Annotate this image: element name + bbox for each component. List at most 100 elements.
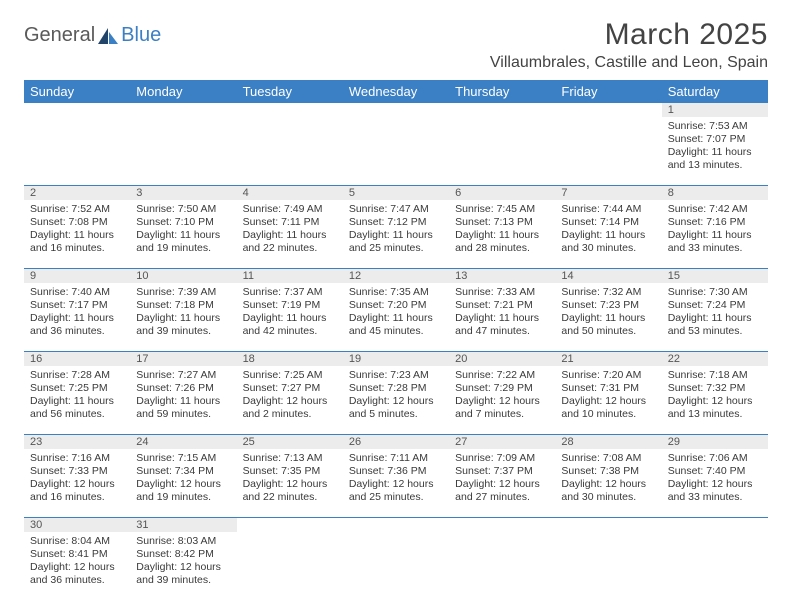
day-number: 2: [24, 186, 130, 200]
daylight-text: Daylight: 12 hours and 13 minutes.: [668, 395, 762, 421]
sunrise-text: Sunrise: 7:13 AM: [243, 452, 337, 465]
day-number: 6: [449, 186, 555, 200]
day-cell: Sunrise: 7:18 AMSunset: 7:32 PMDaylight:…: [662, 366, 768, 434]
day-cell: Sunrise: 7:44 AMSunset: 7:14 PMDaylight:…: [555, 200, 661, 268]
sunset-text: Sunset: 7:26 PM: [136, 382, 230, 395]
sunset-text: Sunset: 7:38 PM: [561, 465, 655, 478]
empty-cell: [343, 117, 449, 185]
weeks-container: 1Sunrise: 7:53 AMSunset: 7:07 PMDaylight…: [24, 103, 768, 600]
day-number: 23: [24, 435, 130, 449]
day-cell: Sunrise: 7:08 AMSunset: 7:38 PMDaylight:…: [555, 449, 661, 517]
day-header: Thursday: [449, 80, 555, 103]
empty-cell: [130, 117, 236, 185]
empty-cell: [237, 532, 343, 600]
sunset-text: Sunset: 7:36 PM: [349, 465, 443, 478]
empty-cell: [555, 117, 661, 185]
sunset-text: Sunset: 7:35 PM: [243, 465, 337, 478]
day-number: [237, 518, 343, 532]
day-number-row: 9101112131415: [24, 269, 768, 283]
daylight-text: Daylight: 11 hours and 47 minutes.: [455, 312, 549, 338]
daylight-text: Daylight: 12 hours and 27 minutes.: [455, 478, 549, 504]
day-number: 20: [449, 352, 555, 366]
sunrise-text: Sunrise: 7:28 AM: [30, 369, 124, 382]
day-number: 29: [662, 435, 768, 449]
month-title: March 2025: [490, 18, 768, 52]
day-number: [130, 103, 236, 117]
sunrise-text: Sunrise: 7:45 AM: [455, 203, 549, 216]
sunrise-text: Sunrise: 7:39 AM: [136, 286, 230, 299]
empty-cell: [555, 532, 661, 600]
daylight-text: Daylight: 12 hours and 19 minutes.: [136, 478, 230, 504]
daylight-text: Daylight: 12 hours and 39 minutes.: [136, 561, 230, 587]
daylight-text: Daylight: 12 hours and 36 minutes.: [30, 561, 124, 587]
sunset-text: Sunset: 7:27 PM: [243, 382, 337, 395]
header: General Blue March 2025 Villaumbrales, C…: [24, 18, 768, 72]
sunset-text: Sunset: 7:24 PM: [668, 299, 762, 312]
sunrise-text: Sunrise: 7:47 AM: [349, 203, 443, 216]
day-number-row: 3031: [24, 518, 768, 532]
day-number: 17: [130, 352, 236, 366]
sunrise-text: Sunrise: 7:32 AM: [561, 286, 655, 299]
logo-sail-icon: [97, 27, 119, 45]
day-cell: Sunrise: 7:11 AMSunset: 7:36 PMDaylight:…: [343, 449, 449, 517]
daylight-text: Daylight: 11 hours and 33 minutes.: [668, 229, 762, 255]
sunrise-text: Sunrise: 7:11 AM: [349, 452, 443, 465]
sunset-text: Sunset: 7:29 PM: [455, 382, 549, 395]
day-number: 18: [237, 352, 343, 366]
sunset-text: Sunset: 7:07 PM: [668, 133, 762, 146]
day-number: 11: [237, 269, 343, 283]
day-number: [555, 103, 661, 117]
day-cell: Sunrise: 7:35 AMSunset: 7:20 PMDaylight:…: [343, 283, 449, 351]
day-cell: Sunrise: 8:03 AMSunset: 8:42 PMDaylight:…: [130, 532, 236, 600]
daylight-text: Daylight: 11 hours and 42 minutes.: [243, 312, 337, 338]
sunrise-text: Sunrise: 7:52 AM: [30, 203, 124, 216]
day-cell: Sunrise: 7:47 AMSunset: 7:12 PMDaylight:…: [343, 200, 449, 268]
day-number: 13: [449, 269, 555, 283]
day-number: 3: [130, 186, 236, 200]
sunrise-text: Sunrise: 8:03 AM: [136, 535, 230, 548]
daylight-text: Daylight: 11 hours and 16 minutes.: [30, 229, 124, 255]
sunrise-text: Sunrise: 7:37 AM: [243, 286, 337, 299]
day-number: [343, 103, 449, 117]
calendar: Sunday Monday Tuesday Wednesday Thursday…: [24, 80, 768, 600]
day-number: 27: [449, 435, 555, 449]
empty-cell: [237, 117, 343, 185]
sunrise-text: Sunrise: 7:22 AM: [455, 369, 549, 382]
day-cell: Sunrise: 7:45 AMSunset: 7:13 PMDaylight:…: [449, 200, 555, 268]
logo-text-1: General: [24, 24, 95, 47]
day-header: Sunday: [24, 80, 130, 103]
daylight-text: Daylight: 12 hours and 25 minutes.: [349, 478, 443, 504]
daylight-text: Daylight: 11 hours and 50 minutes.: [561, 312, 655, 338]
day-number: 26: [343, 435, 449, 449]
day-number: [24, 103, 130, 117]
daylight-text: Daylight: 11 hours and 39 minutes.: [136, 312, 230, 338]
sunrise-text: Sunrise: 7:40 AM: [30, 286, 124, 299]
sunset-text: Sunset: 7:34 PM: [136, 465, 230, 478]
sunrise-text: Sunrise: 7:27 AM: [136, 369, 230, 382]
sunset-text: Sunset: 7:33 PM: [30, 465, 124, 478]
daylight-text: Daylight: 11 hours and 53 minutes.: [668, 312, 762, 338]
daylight-text: Daylight: 11 hours and 19 minutes.: [136, 229, 230, 255]
day-number: 30: [24, 518, 130, 532]
title-block: March 2025 Villaumbrales, Castille and L…: [490, 18, 768, 72]
day-number: 16: [24, 352, 130, 366]
day-number: [237, 103, 343, 117]
day-cell: Sunrise: 7:16 AMSunset: 7:33 PMDaylight:…: [24, 449, 130, 517]
sunset-text: Sunset: 7:19 PM: [243, 299, 337, 312]
day-number: [555, 518, 661, 532]
sunset-text: Sunset: 8:42 PM: [136, 548, 230, 561]
daylight-text: Daylight: 12 hours and 10 minutes.: [561, 395, 655, 421]
day-number-row: 16171819202122: [24, 352, 768, 366]
daylight-text: Daylight: 11 hours and 28 minutes.: [455, 229, 549, 255]
daylight-text: Daylight: 11 hours and 13 minutes.: [668, 146, 762, 172]
day-cell: Sunrise: 7:37 AMSunset: 7:19 PMDaylight:…: [237, 283, 343, 351]
daylight-text: Daylight: 11 hours and 30 minutes.: [561, 229, 655, 255]
day-cell: Sunrise: 7:27 AMSunset: 7:26 PMDaylight:…: [130, 366, 236, 434]
day-header: Saturday: [662, 80, 768, 103]
day-number: 31: [130, 518, 236, 532]
day-number-row: 1: [24, 103, 768, 117]
week-row: Sunrise: 7:52 AMSunset: 7:08 PMDaylight:…: [24, 200, 768, 269]
sunset-text: Sunset: 7:17 PM: [30, 299, 124, 312]
day-cell: Sunrise: 7:33 AMSunset: 7:21 PMDaylight:…: [449, 283, 555, 351]
sunset-text: Sunset: 7:16 PM: [668, 216, 762, 229]
